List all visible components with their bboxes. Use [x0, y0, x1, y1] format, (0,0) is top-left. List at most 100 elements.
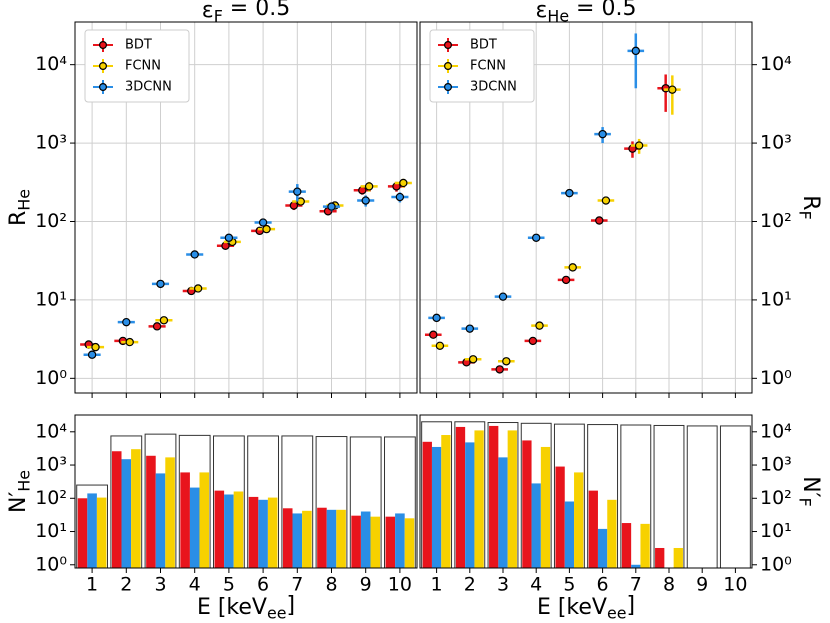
legend-label: BDT	[125, 38, 152, 53]
marker	[91, 342, 100, 352]
marker	[190, 250, 199, 259]
legend-label: FCNN	[470, 59, 506, 74]
plot-frame	[74, 414, 418, 569]
marker	[364, 182, 374, 191]
marker	[258, 218, 268, 227]
bar	[317, 507, 327, 568]
y-tick-label: 10¹	[760, 520, 792, 542]
y-tick-label: 10⁴	[35, 420, 67, 442]
y-tick-label: 10¹	[35, 520, 67, 542]
marker	[634, 141, 644, 150]
bar	[474, 430, 484, 568]
bar	[155, 473, 166, 568]
y-tick-label: 10⁰	[35, 553, 67, 575]
marker	[532, 233, 541, 242]
panel-title-tail: = 0.5	[223, 0, 290, 21]
plot-frame	[74, 21, 418, 394]
y-axis-label: RHe	[6, 189, 33, 226]
x-axis-label-main: E [keV	[537, 595, 607, 620]
bar	[351, 515, 361, 568]
x-tick-label: 8	[325, 574, 337, 596]
bar	[431, 446, 442, 568]
y-axis-label-sub: He	[14, 470, 33, 492]
y-tick-label: 10⁴	[760, 53, 792, 75]
y-tick-label: 10²	[35, 210, 67, 232]
total-bar	[719, 425, 751, 569]
legend-icon	[444, 40, 453, 49]
bar	[302, 510, 312, 568]
marker	[289, 201, 299, 210]
total-bar	[686, 425, 718, 569]
bar	[465, 442, 475, 568]
x-axis-label-sub: ee	[267, 603, 286, 622]
bar	[574, 472, 584, 568]
y-tick-label: 10²	[760, 487, 792, 509]
marker	[598, 129, 607, 139]
x-tick-label: 2	[120, 574, 132, 596]
marker	[156, 279, 165, 289]
bar	[555, 466, 565, 568]
y-tick-label: 10³	[35, 454, 67, 476]
bar	[165, 457, 175, 568]
marker	[327, 202, 336, 211]
bar	[282, 508, 293, 568]
bar	[631, 564, 641, 568]
marker	[561, 275, 571, 285]
legend-icon	[98, 40, 107, 49]
y-tick-label: 10²	[35, 487, 67, 509]
y-tick-label: 10¹	[760, 288, 792, 310]
bar	[326, 509, 337, 568]
marker	[595, 216, 604, 225]
legend-label: FCNN	[125, 59, 161, 74]
bar	[267, 497, 278, 568]
x-tick-label: 6	[257, 574, 269, 596]
marker	[631, 46, 641, 56]
bar	[621, 523, 632, 568]
bar	[180, 472, 190, 568]
bar	[87, 493, 97, 568]
legend-label: BDT	[470, 38, 497, 53]
y-tick-label: 10⁴	[35, 53, 67, 75]
marker	[601, 196, 611, 205]
y-tick-label: 10⁴	[760, 420, 792, 442]
marker	[152, 322, 162, 331]
bar	[233, 491, 244, 568]
x-tick-label: 9	[696, 574, 708, 596]
x-axis-label: E [keVee]	[537, 593, 635, 622]
bar	[588, 490, 598, 568]
marker	[125, 337, 134, 347]
marker	[535, 321, 544, 330]
plot-frame	[419, 414, 753, 569]
total-bar	[653, 424, 685, 569]
bar	[507, 430, 517, 568]
bar	[214, 490, 225, 568]
marker	[498, 292, 508, 301]
bar	[77, 498, 88, 568]
bar	[111, 451, 122, 568]
bar	[248, 496, 259, 568]
x-axis-label: E [keVee]	[197, 593, 295, 622]
bar	[292, 513, 303, 568]
bar	[385, 516, 396, 568]
marker	[465, 324, 474, 333]
marker	[432, 313, 441, 323]
legend-label: 3DCNN	[470, 80, 517, 95]
x-tick-label: 7	[291, 574, 303, 596]
marker	[468, 355, 478, 364]
marker	[262, 224, 271, 234]
legend-label: 3DCNN	[125, 80, 172, 95]
bar	[370, 516, 381, 568]
bar	[189, 487, 200, 568]
legend-icon	[98, 82, 107, 91]
y-axis-label-main: R	[6, 211, 31, 226]
marker	[568, 263, 577, 272]
x-tick-label: 10	[723, 574, 747, 596]
bar	[360, 511, 371, 568]
bar	[489, 425, 499, 568]
panel-title-tail: = 0.5	[569, 0, 636, 21]
marker	[528, 336, 538, 346]
panel-title: εHe = 0.5	[536, 0, 637, 25]
bar	[655, 547, 665, 568]
bar	[404, 518, 415, 568]
bar	[199, 472, 210, 568]
